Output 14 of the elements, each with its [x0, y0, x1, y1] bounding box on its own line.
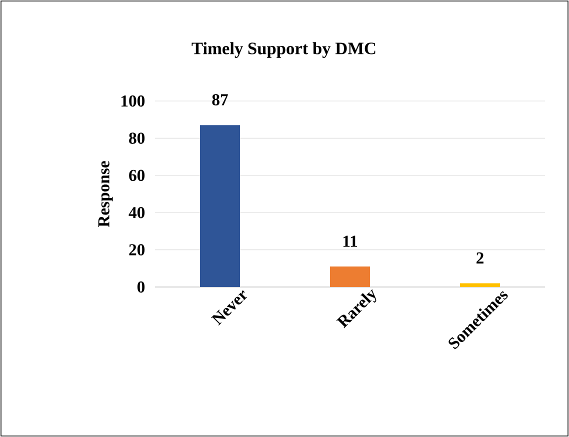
- y-tick-label: 80: [129, 132, 145, 144]
- y-tick-label: 100: [122, 95, 145, 107]
- y-tick-label: 0: [137, 281, 145, 293]
- bar: [200, 125, 240, 287]
- data-label: 87: [212, 94, 228, 106]
- data-label: 2: [476, 252, 484, 264]
- bar: [460, 283, 500, 287]
- bar: [330, 266, 370, 287]
- y-axis-title: Response: [98, 161, 113, 228]
- y-tick-label: 20: [129, 244, 145, 256]
- data-label: 11: [343, 236, 358, 247]
- y-tick-label: 40: [128, 206, 145, 218]
- chart-title: Timely Support by DMC: [192, 42, 376, 58]
- y-tick-label: 60: [129, 170, 145, 182]
